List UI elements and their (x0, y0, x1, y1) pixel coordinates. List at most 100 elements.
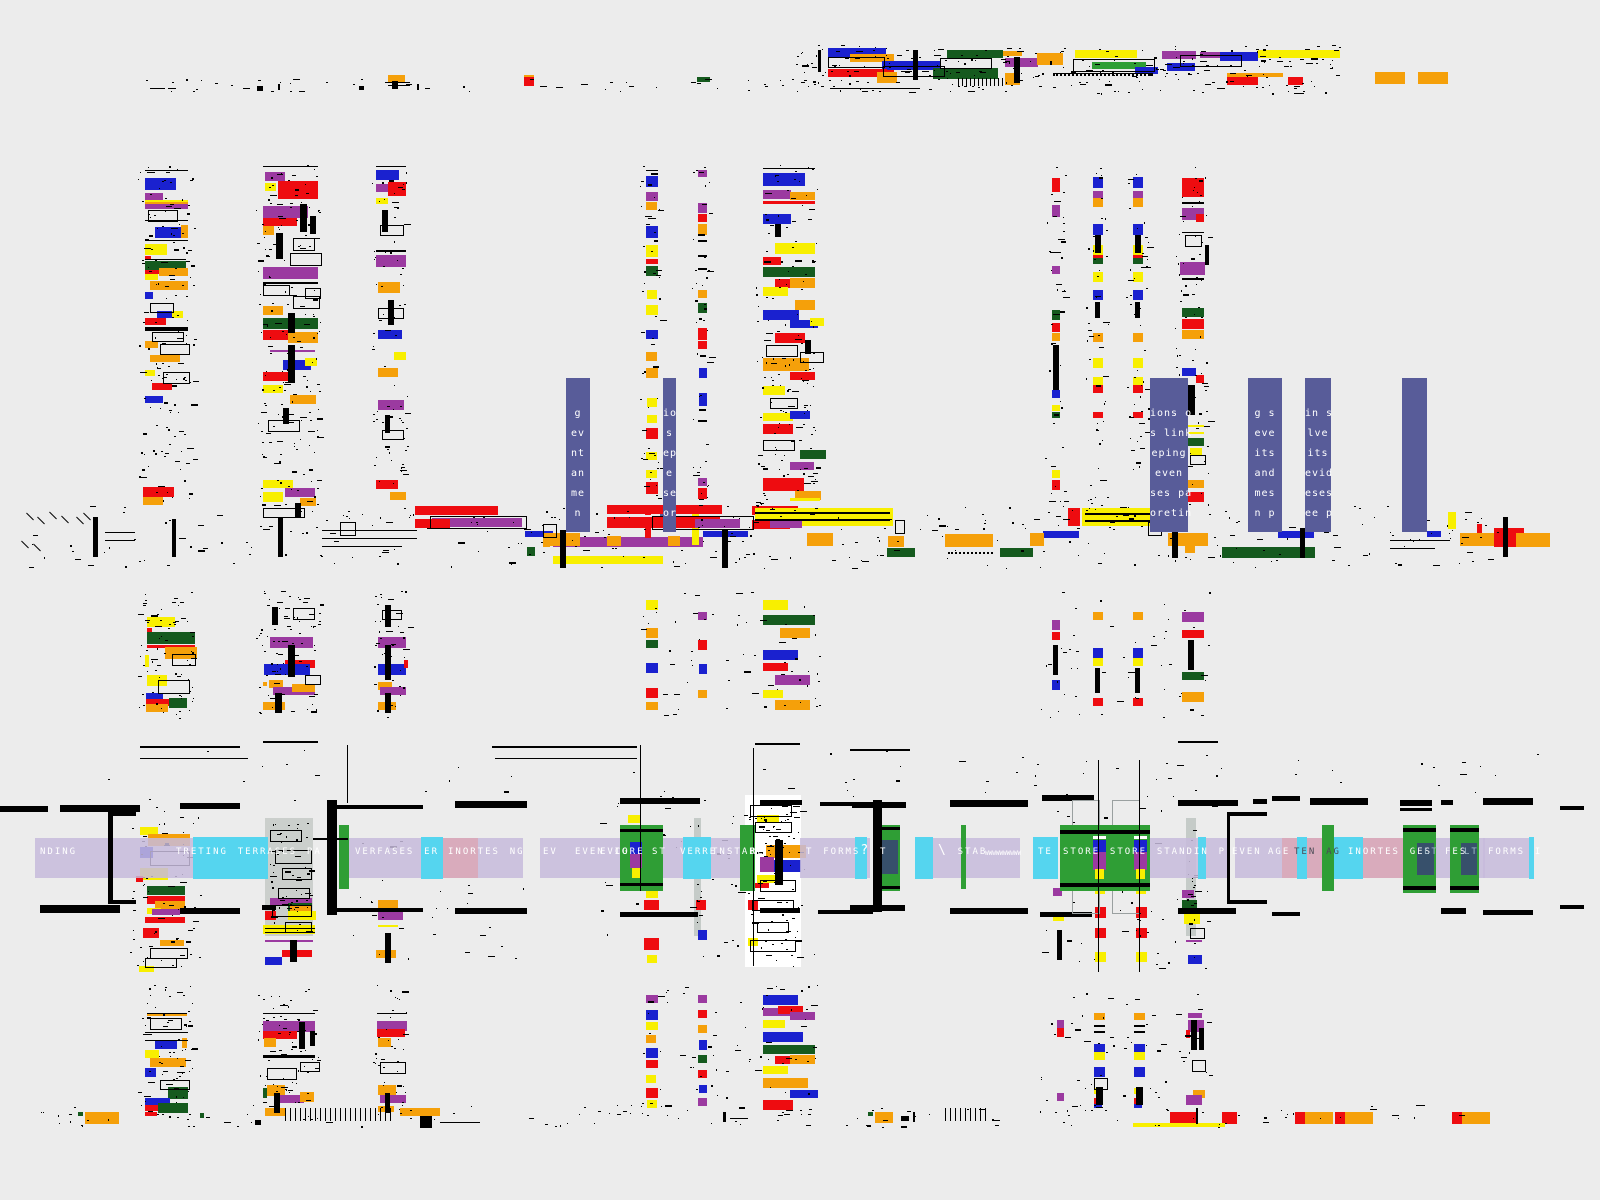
comb-tick (965, 1108, 966, 1121)
speck (767, 850, 770, 852)
speck (1244, 45, 1247, 47)
comb-tick (986, 78, 987, 86)
speck (243, 88, 251, 90)
color-block (146, 699, 170, 706)
speck (145, 620, 151, 622)
outline-box (828, 57, 885, 68)
speck (155, 362, 157, 365)
speck (142, 693, 145, 695)
speck (172, 915, 174, 917)
speck (1370, 1105, 1373, 1107)
speck (761, 1007, 763, 1010)
speck (399, 405, 402, 407)
speck (804, 467, 809, 469)
color-block (278, 1095, 304, 1103)
speck (409, 516, 411, 518)
diag-mark (26, 512, 34, 521)
speck (760, 947, 762, 950)
speck (1071, 1124, 1073, 1126)
speck (264, 405, 267, 407)
color-block (1094, 1052, 1105, 1060)
speck (871, 89, 874, 91)
speck (360, 1126, 363, 1129)
speck (606, 884, 614, 886)
speck (817, 45, 820, 47)
speck (1085, 993, 1088, 996)
color-block (288, 332, 318, 343)
speck (300, 438, 302, 440)
black-mark (1483, 910, 1533, 915)
speck (160, 635, 162, 637)
speck (410, 515, 412, 517)
pink-block (443, 838, 478, 878)
speck (963, 63, 966, 66)
speck (264, 237, 266, 239)
speck (290, 313, 292, 315)
speck (263, 285, 270, 287)
color-block (1133, 358, 1143, 368)
speck (654, 197, 656, 199)
color-block (1182, 692, 1204, 702)
speck (777, 1114, 783, 1116)
color-block (143, 928, 159, 938)
speck (1203, 386, 1209, 388)
speck (1056, 810, 1059, 812)
speck (1205, 754, 1208, 756)
black-mark (1135, 302, 1140, 318)
speck (1177, 354, 1179, 357)
black-mark (295, 503, 301, 517)
speck (758, 883, 764, 885)
color-block (1133, 272, 1143, 282)
speck (94, 517, 96, 519)
speck (1192, 627, 1195, 629)
speck (1293, 1112, 1295, 1115)
speck (138, 707, 140, 709)
speck (390, 251, 392, 253)
speck (1147, 407, 1151, 410)
color-block (647, 290, 657, 299)
speck (161, 1114, 164, 1116)
speck (919, 528, 921, 530)
speck (412, 514, 414, 517)
speck (1095, 496, 1097, 498)
speck (298, 632, 301, 634)
speck (294, 909, 296, 911)
speck (401, 1105, 403, 1107)
black-mark (700, 355, 706, 357)
speck (617, 1105, 619, 1107)
speck (1174, 45, 1176, 47)
speck (1183, 61, 1186, 63)
speck (1335, 75, 1340, 77)
speck (377, 985, 379, 987)
speck (304, 893, 311, 895)
diag-mark (37, 516, 45, 525)
speck (1225, 80, 1228, 83)
speck (398, 186, 404, 188)
black-mark (140, 758, 248, 759)
speck (307, 709, 309, 711)
speck (162, 1074, 164, 1076)
speck (154, 932, 156, 934)
speck (1141, 267, 1149, 269)
color-block (646, 640, 658, 648)
speck (974, 59, 976, 61)
color-block (1462, 1112, 1490, 1124)
speck (650, 472, 653, 474)
speck (139, 656, 141, 657)
speck (140, 946, 143, 948)
speck (143, 398, 146, 400)
color-block (868, 1112, 873, 1116)
speck (756, 505, 759, 508)
black-mark (950, 908, 1028, 914)
speck (290, 999, 293, 1001)
color-block (698, 303, 707, 313)
black-mark (648, 218, 656, 219)
speck (759, 825, 766, 828)
speck (1233, 562, 1235, 564)
speck (1008, 506, 1011, 509)
black-mark (276, 233, 283, 259)
speck (183, 479, 186, 482)
speck (780, 884, 782, 885)
speck (275, 653, 278, 655)
speck (929, 74, 932, 76)
